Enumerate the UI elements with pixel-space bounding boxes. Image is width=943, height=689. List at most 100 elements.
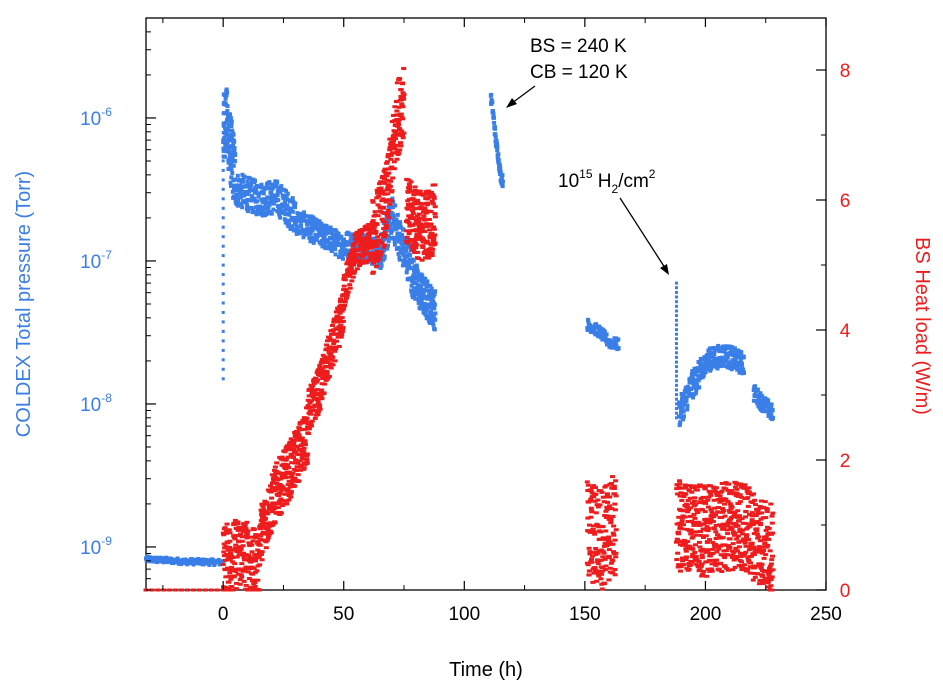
data-point <box>274 482 280 485</box>
y-right-tick-label: 6 <box>840 191 851 212</box>
data-point <box>242 174 247 179</box>
data-point <box>360 261 366 265</box>
data-point <box>222 123 227 128</box>
data-point <box>709 510 715 514</box>
data-point <box>768 562 774 566</box>
data-point <box>280 210 285 215</box>
data-point <box>428 294 433 299</box>
data-point <box>369 254 375 258</box>
data-point <box>754 529 760 533</box>
data-point <box>764 507 770 511</box>
data-point <box>161 588 167 592</box>
data-point <box>675 290 678 294</box>
data-point <box>226 167 231 171</box>
data-point <box>399 134 405 138</box>
data-point <box>678 540 684 543</box>
data-point <box>312 416 318 420</box>
data-point <box>241 555 247 559</box>
data-point <box>304 454 310 458</box>
data-point <box>675 355 678 359</box>
data-point <box>251 527 257 531</box>
data-point <box>725 352 730 357</box>
data-point <box>431 322 436 327</box>
data-point <box>598 489 603 493</box>
data-point <box>229 134 234 139</box>
data-point <box>362 252 368 256</box>
data-point <box>754 527 760 531</box>
data-point <box>684 395 689 400</box>
data-point <box>685 520 691 523</box>
data-point <box>320 377 326 380</box>
data-point <box>230 128 235 133</box>
data-point <box>330 355 336 359</box>
data-point <box>384 161 390 165</box>
data-point <box>681 495 687 499</box>
data-point <box>705 567 711 571</box>
data-point <box>259 182 264 187</box>
data-point <box>387 228 392 233</box>
data-point <box>390 176 396 180</box>
data-point <box>324 370 330 373</box>
data-point <box>338 323 344 327</box>
data-point <box>412 239 418 243</box>
data-point <box>675 342 678 345</box>
data-point <box>196 588 202 592</box>
data-point <box>337 300 343 304</box>
data-point <box>258 523 264 527</box>
data-point <box>235 522 241 526</box>
data-point <box>208 588 214 592</box>
data-point <box>593 486 598 490</box>
data-point <box>321 391 327 395</box>
data-point <box>429 251 435 254</box>
data-point <box>227 531 233 535</box>
data-point <box>770 408 775 413</box>
data-point <box>268 484 273 488</box>
data-point <box>301 467 307 471</box>
data-point <box>764 510 770 513</box>
data-point <box>234 581 239 585</box>
data-point <box>710 552 716 556</box>
data-point <box>725 488 731 492</box>
data-point <box>694 378 699 383</box>
data-point <box>304 459 310 462</box>
data-point <box>240 192 244 197</box>
data-point <box>387 137 393 141</box>
data-point <box>308 412 314 416</box>
data-point <box>595 562 601 566</box>
data-point <box>339 304 345 307</box>
data-point <box>728 507 734 511</box>
data-point <box>720 510 726 514</box>
data-point <box>613 479 619 483</box>
data-point <box>705 352 710 357</box>
data-point <box>755 509 761 513</box>
data-point <box>221 121 225 125</box>
data-point <box>333 247 338 252</box>
data-point <box>236 196 241 201</box>
data-point <box>240 544 246 548</box>
data-point <box>401 97 407 101</box>
data-point <box>284 188 288 193</box>
data-point <box>399 129 405 133</box>
data-point <box>283 448 289 452</box>
data-point <box>416 257 422 260</box>
data-point <box>599 548 605 552</box>
data-point <box>287 221 291 226</box>
data-point <box>227 133 232 137</box>
data-point <box>256 208 260 213</box>
data-point <box>263 510 269 513</box>
data-point <box>233 152 238 157</box>
data-point <box>675 295 678 299</box>
data-point <box>221 282 225 286</box>
data-point <box>278 215 283 220</box>
data-point <box>369 231 375 235</box>
data-point <box>770 568 776 572</box>
data-point <box>221 150 225 153</box>
data-point <box>414 243 420 247</box>
data-point <box>255 540 261 544</box>
data-point <box>735 494 741 498</box>
data-point <box>319 221 324 226</box>
data-point <box>419 258 425 262</box>
data-point <box>675 388 678 392</box>
y-left-tick-label: 10-7 <box>80 248 112 273</box>
data-point <box>595 498 601 502</box>
